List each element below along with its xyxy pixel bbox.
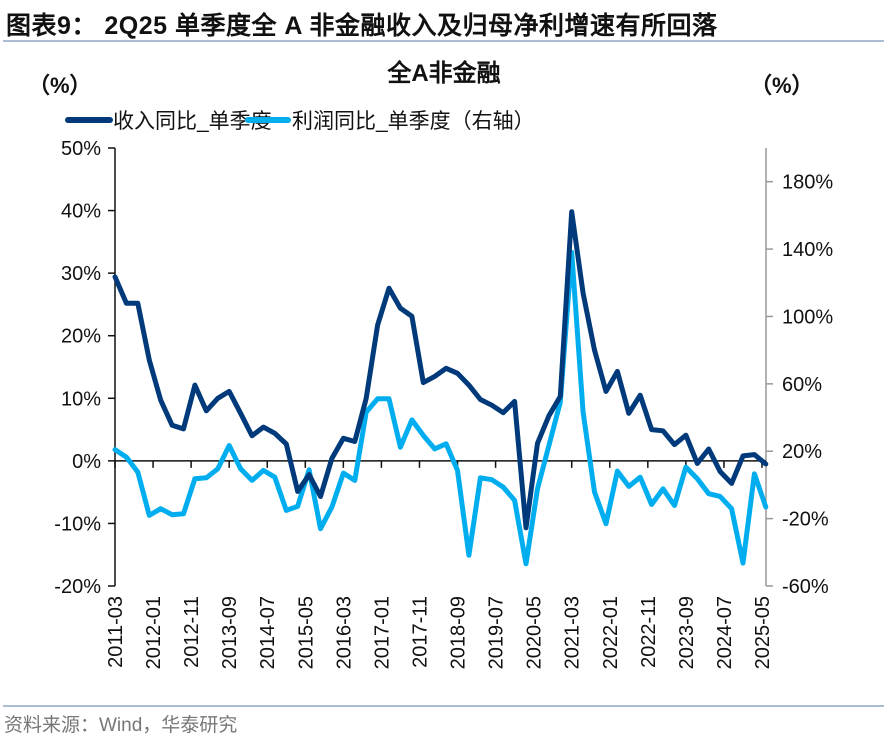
right-axis-tick-label: 20% (782, 441, 822, 463)
x-axis-tick-label: 2011-03 (105, 596, 127, 668)
right-axis-tick-label: 140% (782, 239, 833, 261)
left-axis-tick-label: 0% (72, 451, 101, 473)
x-axis-tick-label: 2025-05 (752, 596, 774, 669)
legend: 收入同比_单季度 利润同比_单季度（右轴） (65, 110, 535, 133)
x-axis-tick-label: 2020-05 (524, 596, 546, 669)
x-axis-tick-label: 2014-07 (257, 596, 279, 669)
figure-title: 图表9： 2Q25 单季度全 A 非金融收入及归母净利增速有所回落 (6, 12, 718, 40)
legend-label-profit: 利润同比_单季度（右轴） (292, 110, 535, 133)
right-axis-tick-label: 100% (782, 306, 833, 328)
right-axis-tick-label: -20% (782, 509, 829, 531)
left-axis-tick-label: 40% (61, 201, 101, 223)
left-axis-unit: （%） (28, 73, 92, 98)
left-axis-tick-label: 10% (61, 388, 101, 410)
left-axis-tick-label: -20% (54, 576, 101, 598)
right-axis-tick-label: 180% (782, 172, 833, 194)
x-axis-tick-label: 2013-09 (219, 596, 241, 669)
series-line-revenue (112, 209, 769, 531)
x-axis-tick-label: 2012-01 (143, 596, 165, 669)
top-divider (3, 40, 884, 42)
chart: 全A非金融 （%） （%） 收入同比_单季度 利润同比_单季度（右轴） 50% 4… (28, 59, 833, 669)
x-axis-tick-label: 2016-03 (333, 596, 355, 669)
right-axis-tick-label: -60% (782, 576, 829, 598)
x-axis-tick-label: 2012-11 (181, 596, 203, 668)
right-axis-unit: （%） (750, 73, 814, 98)
x-axis-tick-label: 2017-11 (409, 596, 431, 668)
left-axis-tick-label: -10% (54, 513, 101, 535)
x-axis-tick-label: 2021-03 (562, 596, 584, 669)
x-axis-tick-label: 2018-09 (448, 596, 470, 669)
left-axis-tick-label: 20% (61, 326, 101, 348)
right-axis-tick-label: 60% (782, 374, 822, 396)
x-axis-tick-label: 2019-07 (486, 596, 508, 669)
x-axis-tick-label: 2024-07 (714, 596, 736, 669)
series-line-profit (112, 249, 769, 567)
x-axis-tick-label: 2022-01 (600, 596, 622, 669)
x-axis-tick-label: 2022-11 (638, 596, 660, 668)
legend-label-revenue: 收入同比_单季度 (113, 110, 272, 133)
x-axis-tick-label: 2023-09 (676, 596, 698, 669)
left-axis-tick-label: 30% (61, 263, 101, 285)
left-axis-tick-label: 50% (61, 138, 101, 160)
source-note: 资料来源：Wind，华泰研究 (4, 715, 238, 736)
chart-title: 全A非金融 (386, 59, 500, 87)
x-axis-tick-label: 2015-05 (295, 596, 317, 669)
x-axis-tick-label: 2017-01 (371, 596, 393, 669)
bottom-divider (3, 705, 884, 707)
